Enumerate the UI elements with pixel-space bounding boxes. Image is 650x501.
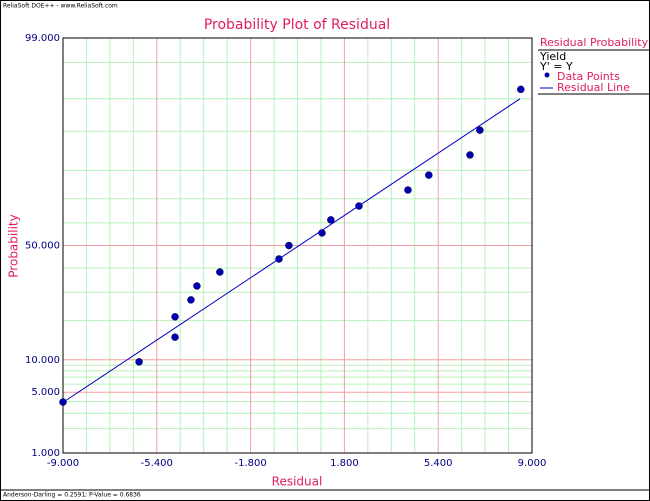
- data-point: [327, 216, 335, 224]
- data-point: [285, 241, 293, 250]
- data-point: [187, 296, 195, 304]
- y-axis-label: Probability: [7, 214, 21, 277]
- x-tick-label: -9.000: [47, 458, 79, 469]
- data-point: [171, 313, 179, 321]
- x-tick-label: -1.800: [234, 458, 266, 469]
- chart-title: Probability Plot of Residual: [204, 17, 390, 33]
- header: ReliaSoft DOE++ - www.ReliaSoft.com: [3, 3, 118, 10]
- y-tick-label: 5.000: [31, 387, 60, 398]
- legend-line: Yield: [539, 50, 566, 63]
- x-tick-label: -5.400: [141, 458, 173, 469]
- x-tick-label: 1.800: [330, 458, 359, 469]
- legend-line: Y' = Y: [539, 60, 573, 73]
- data-point: [171, 333, 179, 341]
- data-point: [193, 282, 201, 290]
- data-point: [466, 151, 474, 159]
- x-tick-label: 5.400: [424, 458, 453, 469]
- data-point: [476, 126, 484, 134]
- y-tick-label: 1.000: [31, 448, 60, 459]
- x-axis-label: Residual: [272, 475, 323, 489]
- data-point: [425, 171, 433, 179]
- fit-line: [62, 98, 521, 403]
- legend-swatch: [544, 72, 550, 78]
- data-point: [404, 186, 412, 194]
- y-tick-label: 50.000: [25, 241, 60, 252]
- legend-title: Residual Probability: [540, 36, 649, 49]
- x-tick-label: 9.000: [518, 458, 547, 469]
- data-point: [135, 358, 143, 366]
- y-tick-label: 99.000: [25, 33, 60, 44]
- data-point: [216, 268, 224, 276]
- data-point: [517, 85, 525, 94]
- footer: Anderson-Darling = 0.2591; P-Value = 0.6…: [3, 492, 141, 499]
- legend-label: Data Points: [557, 70, 620, 83]
- plot-border: [62, 37, 533, 454]
- y-tick-label: 10.000: [25, 355, 60, 366]
- legend-label: Residual Line: [557, 81, 630, 94]
